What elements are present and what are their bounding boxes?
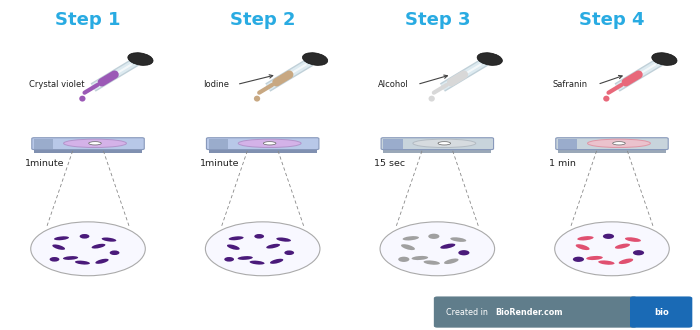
Ellipse shape	[615, 244, 630, 249]
Text: Alcohol: Alcohol	[378, 80, 409, 89]
Text: Step 3: Step 3	[405, 11, 470, 29]
Text: Step 2: Step 2	[230, 11, 295, 29]
Text: 1minute: 1minute	[25, 159, 64, 168]
Ellipse shape	[424, 260, 440, 265]
Ellipse shape	[229, 236, 244, 240]
Text: Step 1: Step 1	[55, 11, 121, 29]
FancyBboxPatch shape	[206, 138, 319, 149]
FancyBboxPatch shape	[32, 138, 144, 149]
FancyBboxPatch shape	[34, 148, 142, 152]
Text: bio: bio	[654, 308, 668, 316]
Ellipse shape	[102, 238, 116, 242]
FancyBboxPatch shape	[209, 139, 228, 148]
Ellipse shape	[284, 250, 294, 255]
Ellipse shape	[95, 259, 108, 264]
Text: Step 4: Step 4	[579, 11, 645, 29]
Circle shape	[554, 222, 669, 276]
FancyBboxPatch shape	[34, 139, 53, 148]
FancyBboxPatch shape	[383, 148, 491, 152]
Ellipse shape	[224, 257, 234, 262]
Ellipse shape	[238, 139, 301, 148]
FancyBboxPatch shape	[383, 139, 402, 148]
Ellipse shape	[428, 96, 435, 102]
FancyBboxPatch shape	[558, 139, 577, 148]
Ellipse shape	[92, 244, 106, 248]
Ellipse shape	[603, 96, 610, 102]
Ellipse shape	[440, 244, 456, 249]
Ellipse shape	[80, 234, 90, 239]
Ellipse shape	[603, 234, 614, 239]
Ellipse shape	[110, 250, 120, 255]
FancyBboxPatch shape	[558, 148, 666, 152]
Ellipse shape	[52, 245, 65, 250]
Ellipse shape	[89, 142, 102, 145]
Ellipse shape	[270, 259, 284, 264]
FancyBboxPatch shape	[209, 148, 317, 152]
Ellipse shape	[50, 257, 60, 262]
Text: Crystal violet: Crystal violet	[29, 80, 84, 89]
Ellipse shape	[458, 250, 470, 255]
Ellipse shape	[652, 53, 677, 65]
Ellipse shape	[276, 238, 291, 242]
Ellipse shape	[444, 258, 458, 264]
Ellipse shape	[54, 236, 69, 240]
Circle shape	[380, 222, 495, 276]
Text: Created in: Created in	[446, 308, 490, 316]
Text: 1minute: 1minute	[199, 159, 239, 168]
Text: BioRender.com: BioRender.com	[496, 308, 563, 316]
Ellipse shape	[575, 244, 589, 250]
Ellipse shape	[237, 256, 253, 260]
Ellipse shape	[438, 142, 451, 145]
Text: Safranin: Safranin	[552, 80, 588, 89]
FancyBboxPatch shape	[381, 138, 493, 149]
Ellipse shape	[75, 261, 90, 265]
Ellipse shape	[625, 237, 641, 242]
FancyBboxPatch shape	[556, 138, 668, 149]
Ellipse shape	[428, 234, 440, 239]
Ellipse shape	[619, 258, 634, 264]
Text: 1 min: 1 min	[549, 159, 576, 168]
Ellipse shape	[477, 53, 503, 65]
Text: Iodine: Iodine	[203, 80, 230, 89]
Ellipse shape	[254, 234, 264, 239]
Ellipse shape	[263, 142, 276, 145]
Ellipse shape	[250, 261, 265, 265]
Circle shape	[31, 222, 146, 276]
Ellipse shape	[450, 237, 466, 242]
Ellipse shape	[266, 244, 280, 248]
FancyBboxPatch shape	[630, 296, 692, 328]
FancyBboxPatch shape	[434, 296, 637, 328]
Ellipse shape	[128, 53, 153, 65]
Text: 15 sec: 15 sec	[374, 159, 405, 168]
Ellipse shape	[398, 257, 409, 262]
Ellipse shape	[227, 245, 239, 250]
Ellipse shape	[254, 96, 260, 102]
Ellipse shape	[413, 139, 476, 148]
Ellipse shape	[302, 53, 328, 65]
Ellipse shape	[586, 256, 603, 260]
Ellipse shape	[64, 139, 127, 148]
Ellipse shape	[79, 96, 85, 102]
Ellipse shape	[612, 142, 625, 145]
Ellipse shape	[402, 236, 419, 241]
Ellipse shape	[578, 236, 594, 241]
Ellipse shape	[587, 139, 650, 148]
Ellipse shape	[412, 256, 428, 260]
Circle shape	[205, 222, 320, 276]
Ellipse shape	[401, 244, 415, 250]
Ellipse shape	[63, 256, 78, 260]
Ellipse shape	[633, 250, 644, 255]
Ellipse shape	[598, 260, 615, 265]
Ellipse shape	[573, 257, 584, 262]
